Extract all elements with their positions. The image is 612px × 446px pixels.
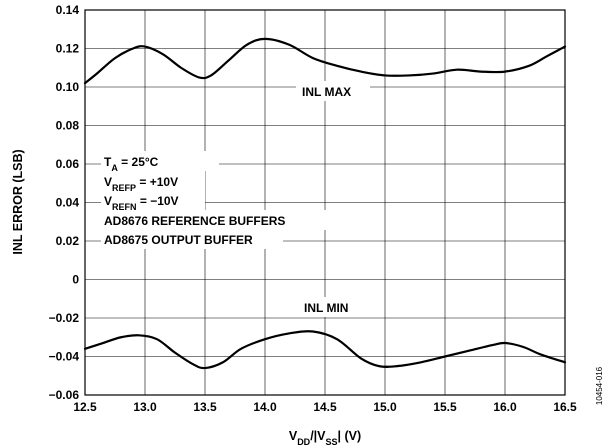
x-tick-label: 15.5 (433, 400, 457, 414)
y-tick-label: −0.06 (49, 388, 80, 402)
x-tick-label: 12.5 (73, 400, 97, 414)
x-tick-label: 13.5 (193, 400, 217, 414)
y-tick-label: 0.04 (56, 196, 80, 210)
x-tick-label: 14.5 (313, 400, 337, 414)
y-tick-label: 0.12 (56, 42, 80, 56)
y-axis-label: INL ERROR (LSB) (11, 149, 25, 254)
y-tick-label: 0.02 (56, 234, 80, 248)
condition-line: TA = 25°C (104, 155, 159, 173)
series-line-inl-max (83, 37, 567, 85)
inl-min-label: INL MIN (304, 301, 348, 315)
x-tick-label: 16.0 (493, 400, 517, 414)
condition-line: VREFP = +10V (104, 175, 178, 193)
y-tick-label: 0.14 (56, 3, 80, 17)
x-tick-label: 13.0 (133, 400, 157, 414)
plot-area-frame (84, 9, 566, 396)
condition-line: VREFN = −10V (104, 194, 179, 212)
series-line-inl-min (83, 330, 567, 370)
x-axis-label: VDD/|VSS| (V) (289, 429, 361, 446)
tick-labels: 12.5 13.0 13.5 14.0 14.5 15.0 15.5 16.0 16.5 0.14… (49, 3, 577, 414)
y-tick-label: 0.10 (56, 80, 80, 94)
series-layer (83, 37, 567, 370)
y-tick-label: −0.04 (49, 350, 80, 364)
condition-line: AD8676 REFERENCE BUFFERS (104, 214, 285, 228)
y-tick-label: 0.06 (56, 157, 80, 171)
x-tick-label: 15.0 (373, 400, 397, 414)
y-tick-label: 0 (72, 273, 79, 287)
inl-max-label: INL MAX (302, 85, 351, 99)
x-tick-label: 16.5 (553, 400, 577, 414)
condition-line: AD8675 OUTPUT BUFFER (104, 233, 253, 247)
y-tick-label: 0.08 (56, 119, 80, 133)
figure-id: 10454-016 (595, 366, 604, 405)
x-tick-label: 14.0 (253, 400, 277, 414)
y-tick-label: −0.02 (49, 311, 80, 325)
